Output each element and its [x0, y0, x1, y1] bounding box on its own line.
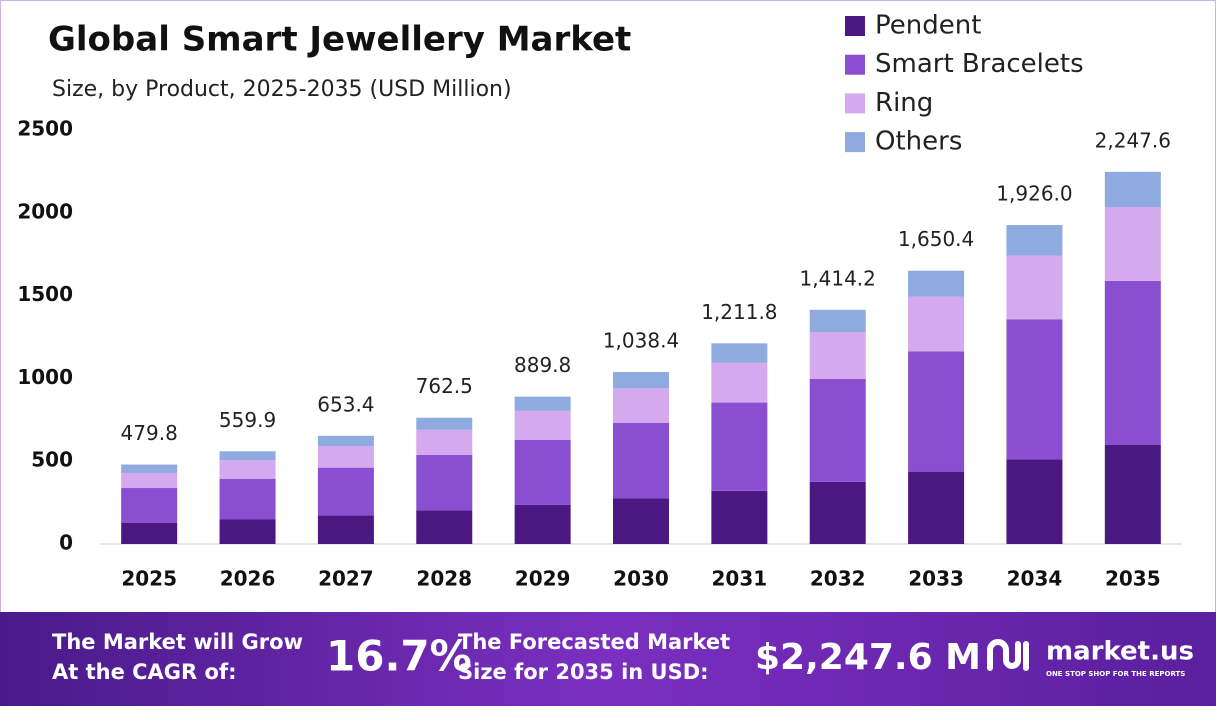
total-label: 2,247.6: [1095, 128, 1171, 152]
total-label: 479.8: [121, 421, 178, 445]
bar-segment: [613, 422, 669, 499]
bar-segment: [514, 410, 571, 441]
bar-segment: [908, 270, 965, 297]
bar-segment: [514, 440, 571, 505]
bar-segment: [219, 451, 276, 461]
bar-segment: [908, 351, 965, 472]
bar-segment: [514, 396, 571, 411]
x-tick-label: 2031: [712, 567, 768, 591]
y-tick-label: 1000: [17, 365, 73, 389]
total-label: 889.8: [514, 353, 571, 377]
legend-swatch: [845, 54, 865, 75]
bar-segment: [613, 372, 669, 389]
footer: The Market will Grow At the CAGR of: 16.…: [52, 630, 1194, 684]
legend-label: Smart Bracelets: [875, 49, 1084, 79]
x-tick-label: 2030: [613, 567, 669, 591]
bar-segment: [1006, 319, 1063, 460]
footer-tagline: ONE STOP SHOP FOR THE REPORTS: [1046, 670, 1185, 678]
legend-label: Ring: [875, 88, 933, 118]
legend-label: Others: [875, 127, 962, 157]
bar-segment: [809, 481, 866, 544]
bar-segment: [121, 472, 178, 489]
x-tick-label: 2033: [908, 567, 964, 591]
x-tick-label: 2026: [220, 567, 276, 591]
bar-segment: [317, 515, 374, 544]
bar-segment: [317, 445, 374, 468]
legend-label: Pendent: [875, 11, 981, 41]
bar-segment: [416, 510, 473, 544]
bar-segment: [1006, 225, 1063, 256]
x-tick-label: 2035: [1105, 567, 1161, 591]
bar-segment: [613, 388, 669, 423]
footer-text: At the CAGR of:: [52, 660, 237, 684]
bar-segment: [809, 378, 866, 482]
footer-band: [0, 612, 1216, 706]
footer-text: Size for 2035 in USD:: [458, 660, 709, 684]
x-tick-label: 2032: [810, 567, 866, 591]
bar-segment: [1104, 280, 1161, 445]
y-tick-label: 1500: [17, 282, 73, 306]
bar-segment: [1006, 255, 1063, 320]
x-tick-label: 2025: [121, 567, 177, 591]
bar-segment: [121, 522, 178, 544]
footer-text: The Forecasted Market: [458, 630, 730, 654]
bar-segment: [711, 362, 768, 403]
bar-segment: [1006, 459, 1063, 544]
x-tick-label: 2034: [1007, 567, 1063, 591]
total-label: 559.9: [219, 408, 276, 432]
total-label: 1,211.8: [701, 300, 777, 324]
footer-forecast: $2,247.6 M: [755, 637, 981, 678]
total-label: 653.4: [317, 392, 374, 416]
bar-segment: [711, 343, 768, 363]
y-tick-label: 500: [31, 448, 73, 472]
bar-segment: [613, 498, 669, 544]
footer-brand: market.us: [1046, 637, 1194, 667]
x-tick-label: 2027: [318, 567, 374, 591]
total-label: 762.5: [416, 374, 473, 398]
bar-segment: [219, 478, 276, 520]
bar-segment: [416, 417, 473, 430]
y-tick-label: 2500: [17, 117, 73, 141]
bar-segment: [1104, 444, 1161, 544]
bar-segment: [1104, 171, 1161, 208]
bar-segment: [317, 435, 374, 446]
bar-segment: [711, 490, 768, 544]
legend-swatch: [845, 132, 865, 153]
bar-segment: [809, 309, 866, 333]
bar-segment: [514, 504, 571, 544]
chart-subtitle: Size, by Product, 2025-2035 (USD Million…: [52, 77, 512, 102]
legend-swatch: [845, 93, 865, 114]
x-tick-label: 2029: [515, 567, 571, 591]
chart-title: Global Smart Jewellery Market: [48, 20, 631, 60]
total-label: 1,414.2: [800, 266, 876, 290]
bar-segment: [416, 454, 473, 511]
legend-swatch: [845, 16, 865, 36]
x-tick-label: 2028: [416, 567, 472, 591]
y-tick-label: 0: [59, 531, 73, 555]
bar-segment: [416, 429, 473, 455]
y-tick-label: 2000: [17, 199, 73, 223]
footer-text: The Market will Grow: [52, 630, 303, 654]
bar-segment: [317, 467, 374, 516]
footer-cagr: 16.7%: [326, 632, 472, 681]
total-label: 1,926.0: [996, 182, 1072, 206]
bar-segment: [219, 460, 276, 479]
bar-segment: [219, 519, 276, 544]
logo-icon: [987, 639, 1029, 671]
bar-segment: [908, 471, 965, 544]
total-label: 1,650.4: [898, 227, 974, 251]
bar-segment: [1104, 207, 1161, 281]
bar-segment: [711, 402, 768, 491]
bar-segment: [121, 464, 178, 473]
total-label: 1,038.4: [603, 329, 679, 353]
bar-segment: [809, 332, 866, 379]
bar-segment: [121, 488, 178, 523]
bar-segment: [908, 296, 965, 352]
